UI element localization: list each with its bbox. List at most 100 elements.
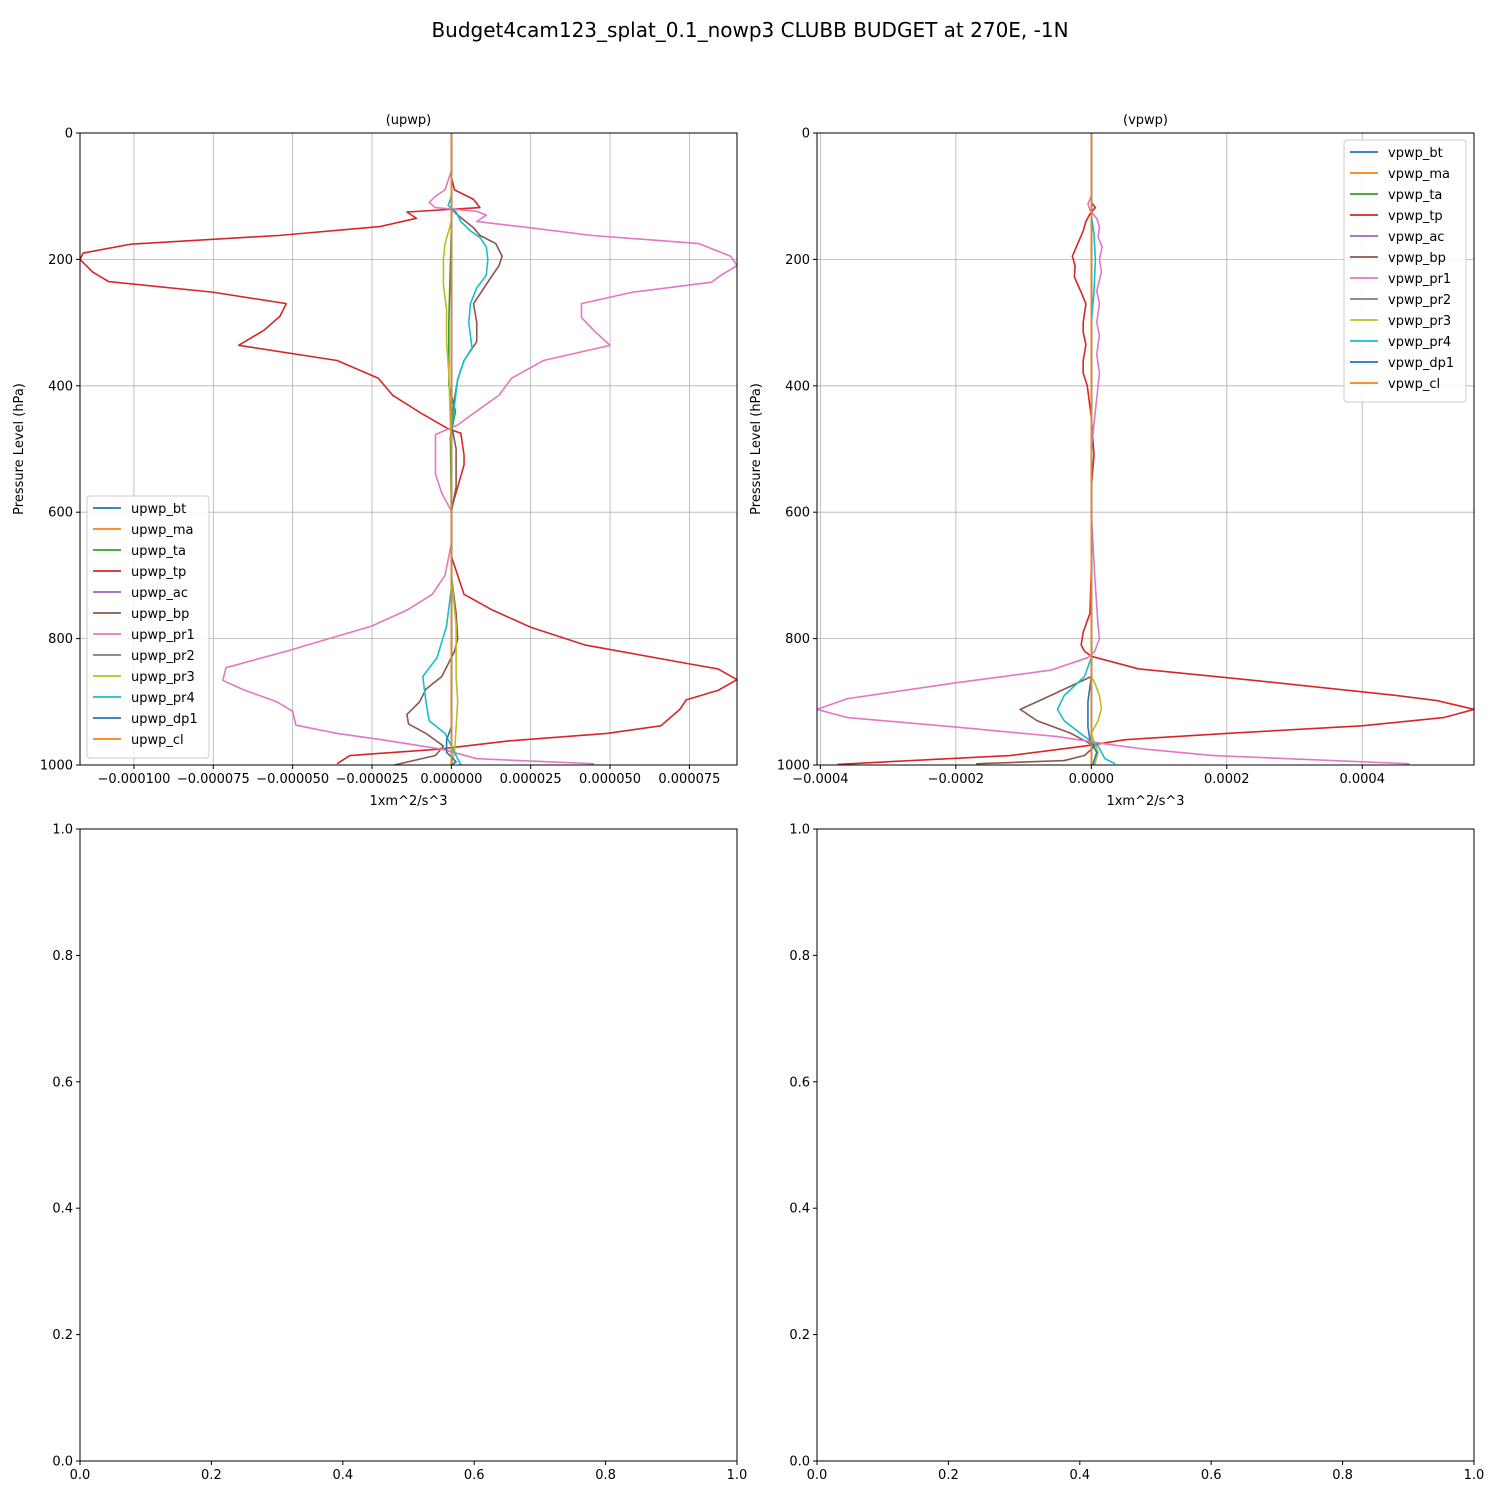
legend-label: vpwp_ta: [1388, 188, 1442, 203]
y-tick-label: 200: [48, 253, 73, 268]
y-tick-label: 0.0: [52, 1455, 73, 1470]
axes-title: (upwp): [386, 113, 432, 128]
legend-label: upwp_ma: [131, 523, 194, 538]
legend-box: [1343, 139, 1467, 403]
y-tick-label: 0.8: [52, 949, 73, 964]
x-tick-label: 0.6: [1201, 1468, 1222, 1483]
y-tick-label: 400: [48, 379, 73, 394]
series-line-vpwp_tp: [837, 133, 1474, 765]
x-tick-label: 0.4: [332, 1468, 353, 1483]
x-tick-label: 0.000025: [500, 772, 562, 787]
series-line-upwp_tp: [80, 133, 737, 765]
y-tick-label: 0.6: [52, 1075, 73, 1090]
legend-label: upwp_pr3: [131, 670, 195, 685]
figure-title: Budget4cam123_splat_0.1_nowp3 CLUBB BUDG…: [431, 18, 1068, 42]
x-tick-label: 0.000050: [579, 772, 641, 787]
y-tick-label: 1.0: [789, 823, 810, 838]
x-tick-label: 0.0: [70, 1468, 91, 1483]
legend-label: upwp_ac: [131, 586, 188, 601]
y-axis-label: Pressure Level (hPa): [12, 383, 27, 515]
x-tick-label: −0.000100: [97, 772, 170, 787]
y-tick-label: 600: [785, 506, 810, 521]
series-line-vpwp_pr3: [1090, 133, 1103, 765]
x-tick-label: 1.0: [1464, 1468, 1485, 1483]
plot-frame: [816, 828, 1475, 1462]
y-tick-label: 400: [785, 379, 810, 394]
legend: vpwp_bt vpwp_ma vpwp_ta vpwp_tp vpwp_ac vpwp_…: [1343, 139, 1467, 403]
axes-1: −0.000100 −0.000075 −0.000050 −0.000025 0.00…: [12, 113, 738, 809]
y-tick-label: 1000: [777, 759, 810, 774]
legend-label: vpwp_bt: [1388, 146, 1443, 161]
legend-label: vpwp_ma: [1388, 167, 1450, 182]
x-tick-label: 0.000000: [420, 772, 482, 787]
y-tick-label: 0.6: [789, 1075, 810, 1090]
y-tick-label: 0: [802, 127, 810, 142]
x-tick-label: 0.0004: [1339, 772, 1385, 787]
legend-label: vpwp_dp1: [1388, 356, 1454, 371]
legend-label: vpwp_bp: [1388, 251, 1446, 266]
x-axis-label: 1xm^2/s^3: [369, 794, 447, 809]
legend-label: upwp_dp1: [131, 712, 198, 727]
x-tick-label: 0.2: [938, 1468, 959, 1483]
legend-label: vpwp_pr3: [1388, 314, 1451, 329]
legend: upwp_bt upwp_ma upwp_ta upwp_tp upwp_ac upwp_…: [86, 495, 210, 759]
y-tick-label: 0.8: [789, 949, 810, 964]
legend-label: vpwp_cl: [1388, 377, 1440, 392]
y-tick-label: 800: [48, 632, 73, 647]
legend-label: vpwp_pr1: [1388, 272, 1451, 287]
legend-label: upwp_pr4: [131, 691, 195, 706]
y-tick-label: 0.4: [52, 1202, 73, 1217]
legend-box: [86, 495, 210, 759]
x-axis-label: 1xm^2/s^3: [1106, 794, 1184, 809]
x-tick-label: −0.000025: [336, 772, 409, 787]
x-tick-label: 0.8: [1332, 1468, 1353, 1483]
y-tick-label: 0: [65, 127, 73, 142]
series-line-upwp_pr4: [421, 133, 489, 765]
axes-layer: −0.000100 −0.000075 −0.000050 −0.000025 0.00…: [12, 113, 1484, 1483]
x-tick-label: 0.0002: [1204, 772, 1250, 787]
legend-label: upwp_cl: [131, 733, 184, 748]
x-tick-label: 0.0000: [1069, 772, 1115, 787]
y-tick-label: 0.0: [789, 1455, 810, 1470]
y-tick-label: 800: [785, 632, 810, 647]
legend-label: vpwp_ac: [1388, 230, 1444, 245]
axes-3: 0.0 0.2 0.4 0.6 0.8 1.0 0.0 0.2 0.4 0.6 0.8 1.0: [52, 823, 747, 1484]
x-tick-label: −0.0002: [928, 772, 984, 787]
series-group: [817, 133, 1474, 765]
series-line-upwp_bp: [394, 133, 503, 765]
y-tick-label: 0.2: [52, 1328, 73, 1343]
axes-title: (vpwp): [1123, 113, 1168, 128]
y-tick-label: 0.2: [789, 1328, 810, 1343]
legend-label: vpwp_tp: [1388, 209, 1443, 224]
x-tick-label: 1.0: [727, 1468, 748, 1483]
series-line-vpwp_bp: [976, 133, 1096, 765]
x-tick-label: 0.4: [1069, 1468, 1090, 1483]
x-tick-label: −0.0004: [792, 772, 848, 787]
legend-label: upwp_bt: [131, 502, 186, 517]
y-axis-label: Pressure Level (hPa): [749, 383, 764, 515]
y-tick-label: 1.0: [52, 823, 73, 838]
x-tick-label: 0.8: [595, 1468, 616, 1483]
series-group: [80, 133, 737, 765]
plot-frame: [79, 132, 738, 766]
x-tick-label: 0.2: [201, 1468, 222, 1483]
legend-label: upwp_pr2: [131, 649, 195, 664]
axes-2: −0.0004 −0.0002 0.0000 0.0002 0.0004 0 200 400 6…: [749, 113, 1475, 809]
x-tick-label: 0.6: [464, 1468, 485, 1483]
series-line-upwp_pr1: [222, 133, 737, 765]
x-tick-label: 0.000075: [658, 772, 720, 787]
plot-frame: [816, 132, 1475, 766]
legend-label: upwp_tp: [131, 565, 186, 580]
x-tick-label: −0.000050: [256, 772, 329, 787]
legend-label: upwp_ta: [131, 544, 186, 559]
series-line-upwp_pr3: [442, 133, 459, 765]
legend-label: upwp_pr1: [131, 628, 195, 643]
x-tick-label: −0.000075: [177, 772, 250, 787]
y-tick-label: 1000: [40, 759, 73, 774]
legend-label: upwp_bp: [131, 607, 189, 622]
legend-label: vpwp_pr4: [1388, 335, 1451, 350]
axes-4: 0.0 0.2 0.4 0.6 0.8 1.0 0.0 0.2 0.4 0.6 0.8 1.0: [789, 823, 1484, 1484]
y-tick-label: 200: [785, 253, 810, 268]
